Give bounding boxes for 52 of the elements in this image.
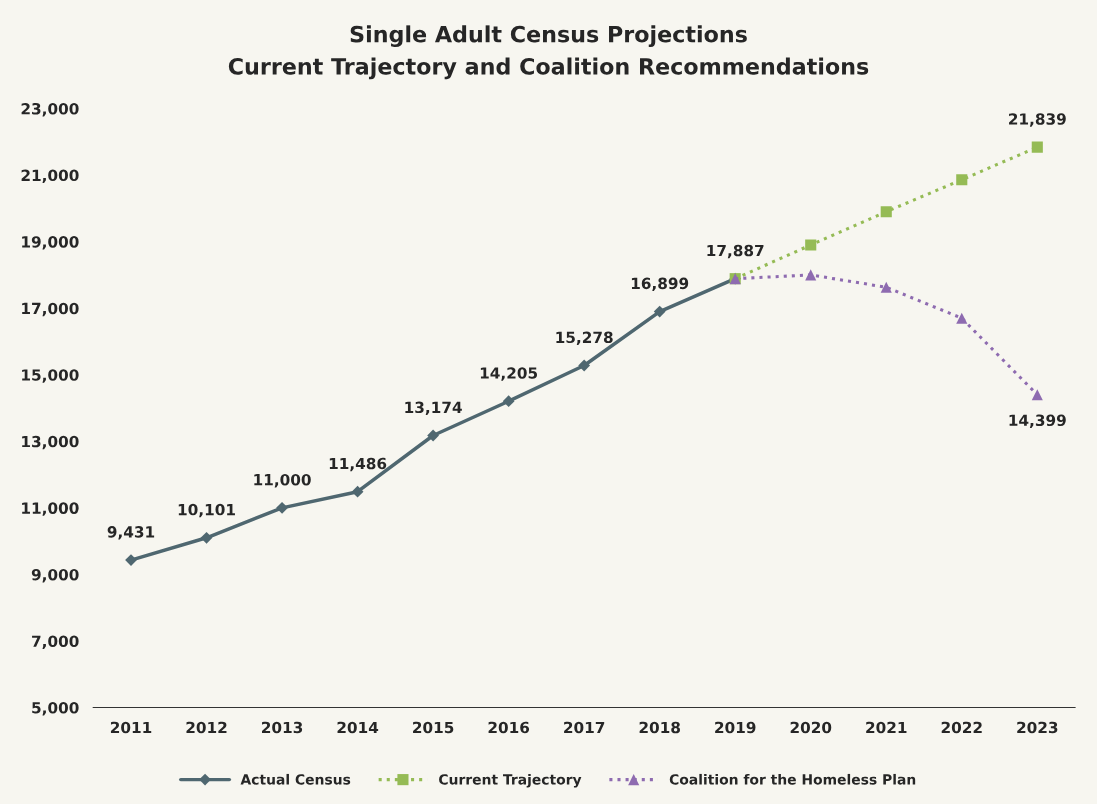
x-tick-label: 2019 — [715, 721, 756, 734]
data-label: 14,399 — [1009, 414, 1066, 428]
x-tick-label: 2017 — [564, 721, 605, 734]
y-tick-label: 17,000 — [22, 302, 79, 317]
data-label: 14,205 — [480, 367, 538, 381]
point — [351, 485, 364, 498]
chart-subtitle: Current Trajectory and Coalition Recommendations — [228, 57, 869, 80]
y-tick-label: 11,000 — [22, 502, 79, 516]
point — [578, 359, 591, 372]
data-label: 16,899 — [631, 277, 689, 292]
point — [805, 239, 817, 251]
point — [200, 531, 213, 544]
x-tick-label: 2012 — [186, 721, 227, 734]
x-tick-label: 2021 — [866, 721, 907, 734]
x-tick-label: 2022 — [941, 721, 982, 734]
x-tick-label: 2018 — [639, 721, 680, 734]
data-label: 17,887 — [707, 244, 764, 259]
point — [1031, 141, 1043, 153]
y-tick-label: 13,000 — [22, 435, 79, 450]
x-tick-label: 2014 — [337, 721, 379, 734]
y-tick-label: 19,000 — [22, 236, 79, 250]
data-label: 13,174 — [405, 401, 462, 416]
data-label: 10,101 — [178, 503, 235, 518]
x-tick-label: 2013 — [262, 721, 303, 734]
x-tick-label: 2011 — [110, 721, 152, 734]
point — [502, 395, 515, 408]
x-tick-label: 2020 — [790, 721, 832, 734]
point — [276, 501, 288, 514]
point — [956, 174, 968, 186]
y-tick-label: 23,000 — [21, 103, 79, 117]
chart-title: Single Adult Census Projections — [350, 25, 747, 48]
y-tick-label: 9,000 — [31, 568, 79, 583]
legend-label: Coalition for the Homeless Plan — [669, 773, 916, 785]
legend-label: Current Trajectory — [439, 773, 582, 788]
point — [880, 206, 892, 218]
data-label: 15,278 — [556, 331, 613, 346]
data-label: 11,000 — [254, 473, 311, 488]
point — [956, 312, 968, 324]
data-label: 9,431 — [107, 526, 155, 540]
y-tick-label: 7,000 — [32, 635, 79, 649]
legend-label: Actual Census — [240, 773, 351, 785]
point — [653, 305, 666, 318]
point — [880, 281, 892, 293]
data-label: 21,839 — [1009, 113, 1066, 127]
x-tick-label: 2016 — [488, 721, 530, 734]
y-tick-label: 15,000 — [22, 369, 79, 383]
point — [427, 429, 439, 442]
y-tick-label: 5,000 — [32, 701, 79, 716]
x-tick-label: 2023 — [1017, 721, 1058, 734]
data-label: 11,486 — [329, 457, 387, 472]
x-tick-label: 2015 — [413, 721, 454, 734]
y-tick-label: 21,000 — [21, 169, 79, 184]
